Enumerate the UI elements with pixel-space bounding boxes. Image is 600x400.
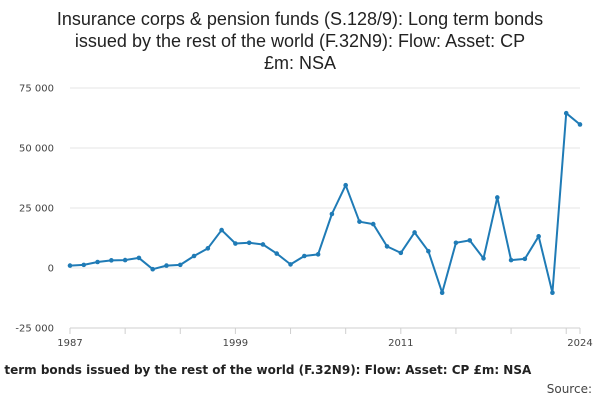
x-axis-tick-labels: 1987 1999 2011 2024 <box>57 338 592 349</box>
y-tick-label: 50 000 <box>19 144 54 155</box>
data-point[interactable] <box>494 195 500 200</box>
x-axis <box>69 327 581 334</box>
data-point[interactable] <box>481 256 486 261</box>
source-label: Source: <box>546 382 592 396</box>
data-point[interactable] <box>219 227 224 233</box>
grid-lines <box>70 87 580 329</box>
data-point[interactable] <box>109 258 114 263</box>
data-point[interactable] <box>302 253 307 259</box>
footer-caption: Insurance corps & pension funds (S.128/9… <box>0 363 600 377</box>
data-point[interactable] <box>246 240 252 246</box>
chart-title-line: issued by the rest of the world (F.32N9)… <box>74 31 526 51</box>
series-line <box>69 112 581 294</box>
data-point[interactable] <box>398 250 404 256</box>
series-layer <box>67 110 583 296</box>
data-point[interactable] <box>563 110 569 116</box>
data-point[interactable] <box>150 266 156 272</box>
data-point[interactable] <box>412 230 417 235</box>
data-point[interactable] <box>370 221 376 227</box>
x-tick-label: 1987 <box>57 338 82 349</box>
footer-caption-text: Insurance corps & pension funds (S.128/9… <box>0 363 532 377</box>
y-tick-label: 75 000 <box>19 84 54 95</box>
data-point[interactable] <box>233 241 238 246</box>
data-point[interactable] <box>577 122 583 127</box>
data-point[interactable] <box>288 262 293 267</box>
data-point[interactable] <box>508 257 514 263</box>
data-point[interactable] <box>177 262 183 268</box>
data-point[interactable] <box>536 234 541 239</box>
data-point[interactable] <box>426 248 431 254</box>
chart-title: Insurance corps & pension funds (S.128/9… <box>0 8 600 74</box>
data-point[interactable] <box>357 219 362 224</box>
data-point[interactable] <box>164 263 169 268</box>
y-tick-label: 0 <box>48 264 54 275</box>
data-point[interactable] <box>122 257 128 263</box>
data-point[interactable] <box>550 290 555 296</box>
x-tick-label: 1999 <box>223 338 248 349</box>
data-point[interactable] <box>136 255 142 261</box>
data-point[interactable] <box>67 263 73 268</box>
data-point[interactable] <box>343 182 348 188</box>
chart-title-line: £m: NSA <box>263 53 337 73</box>
y-tick-label: -25 000 <box>15 324 54 335</box>
data-point[interactable] <box>260 242 266 247</box>
data-point[interactable] <box>81 262 87 268</box>
data-point[interactable] <box>191 253 197 259</box>
data-point[interactable] <box>522 256 528 262</box>
chart-title-line: Insurance corps & pension funds (S.128/9… <box>56 9 544 29</box>
data-point[interactable] <box>274 251 280 256</box>
data-point[interactable] <box>384 244 390 249</box>
y-axis-tick-labels: 75 000 50 000 25 000 0 -25 000 <box>15 84 54 335</box>
data-point[interactable] <box>467 238 473 243</box>
x-tick-label: 2011 <box>388 338 413 349</box>
y-tick-label: 25 000 <box>19 204 54 215</box>
data-point[interactable] <box>95 259 100 265</box>
data-point[interactable] <box>453 240 459 246</box>
x-tick-label: 2024 <box>567 338 592 349</box>
data-point[interactable] <box>315 252 321 257</box>
data-point[interactable] <box>205 246 211 251</box>
data-point[interactable] <box>329 211 335 217</box>
data-point[interactable] <box>439 290 445 296</box>
